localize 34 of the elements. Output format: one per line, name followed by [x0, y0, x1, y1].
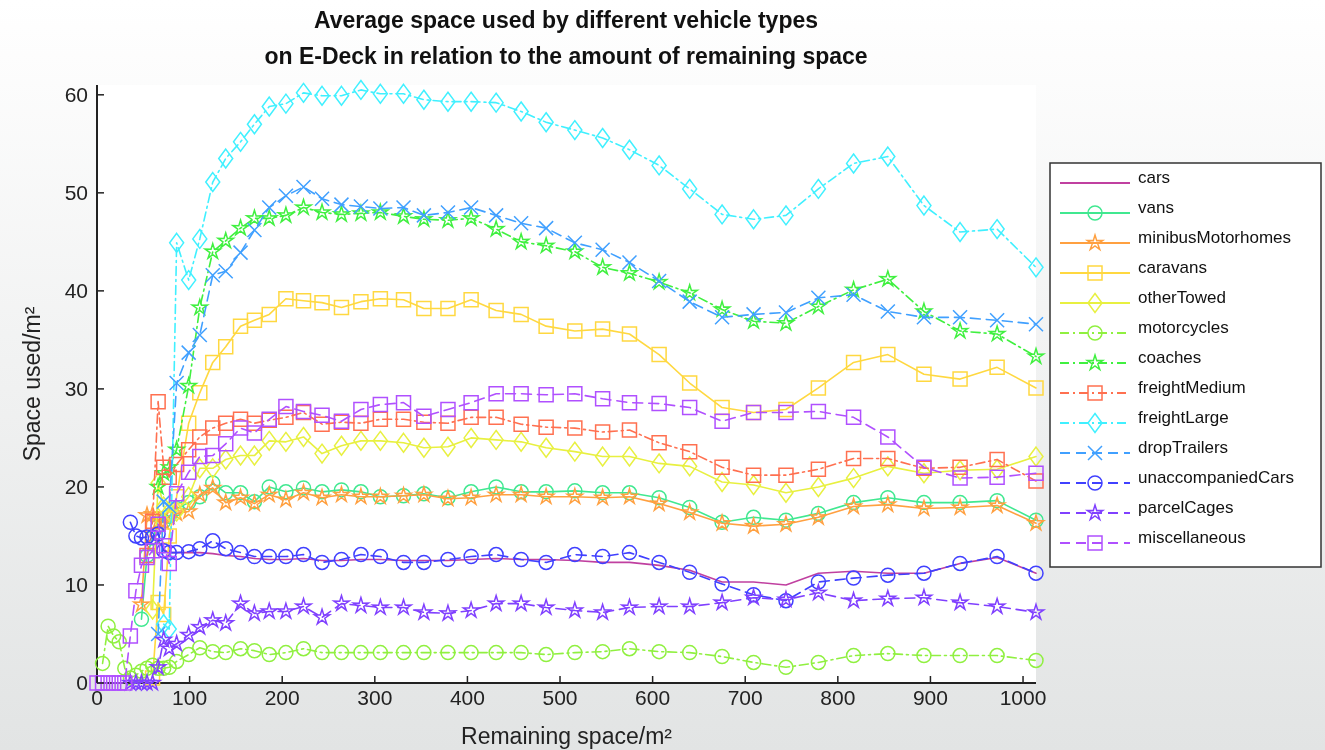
legend-label: coaches	[1138, 348, 1202, 367]
y-axis-title: Space used/m²	[19, 306, 45, 462]
legend-label: parcelCages	[1138, 498, 1234, 517]
x-tick-label: 900	[912, 686, 948, 709]
x-tick-label: 200	[264, 686, 300, 709]
y-tick-label: 60	[64, 82, 88, 106]
y-tick-label: 20	[64, 474, 88, 498]
y-tick-label: 0	[76, 671, 88, 694]
x-axis-title: Remaining space/m²	[461, 723, 673, 749]
legend-label: caravans	[1138, 258, 1207, 277]
legend-label: motorcycles	[1138, 318, 1229, 337]
x-tick-label: 1000	[999, 686, 1047, 709]
x-tick-label: 600	[635, 686, 671, 709]
y-tick-label: 30	[64, 376, 88, 400]
chart-title: Average space used by different vehicle types on E-Deck in relation to the amount of remaining space	[264, 7, 868, 69]
legend-label: freightLarge	[1138, 408, 1229, 427]
x-tick-label: 700	[727, 686, 763, 709]
y-tick-label: 40	[64, 278, 88, 302]
x-tick-label: 400	[449, 686, 485, 709]
legend-label: minibusMotorhomes	[1138, 228, 1292, 247]
legend-label: unaccompaniedCars	[1138, 468, 1294, 487]
x-tick-label: 500	[542, 686, 578, 709]
y-tick-label: 10	[64, 572, 88, 596]
x-tick-label: 800	[820, 686, 856, 709]
legend-label: cars	[1138, 168, 1171, 187]
x-tick-label: 100	[172, 686, 208, 709]
legend-label: otherTowed	[1138, 288, 1226, 307]
y-tick-label: 50	[64, 180, 88, 204]
legend-label: freightMedium	[1138, 378, 1246, 397]
legend-label: miscellaneous	[1138, 528, 1246, 547]
x-tick-label: 300	[357, 686, 393, 709]
legend-label: dropTrailers	[1138, 438, 1229, 457]
x-tick-label: 0	[91, 686, 103, 709]
legend-label: vans	[1138, 198, 1174, 217]
